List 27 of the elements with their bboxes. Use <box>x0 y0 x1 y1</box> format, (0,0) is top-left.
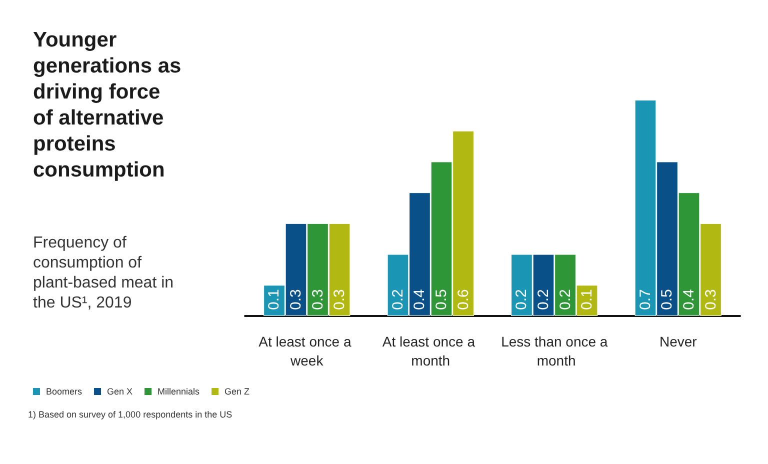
legend-label: Boomers <box>46 386 83 396</box>
chart-title: Younger generations as driving force of alternative proteins consumption <box>33 28 188 182</box>
legend-label: Millennials <box>158 386 200 396</box>
data-label: 0.4 <box>411 289 428 310</box>
x-tick-label: At least once a week <box>258 334 356 368</box>
data-label: 0.4 <box>680 289 698 310</box>
x-tick-label: At least once a month <box>382 334 479 368</box>
data-label: 0.5 <box>433 289 450 310</box>
legend-label: Gen X <box>107 386 133 396</box>
data-label: 0.2 <box>534 289 552 310</box>
data-label: 0.3 <box>331 289 348 310</box>
data-label: 0.3 <box>287 289 304 310</box>
data-label: 0.1 <box>266 289 283 310</box>
data-label: 0.2 <box>556 289 574 310</box>
data-label: 0.1 <box>578 289 596 310</box>
data-label: 0.6 <box>454 289 472 310</box>
text: Frequency of consumption of plant-based meat in the US¹, 2019 <box>33 234 178 312</box>
data-label: 0.2 <box>513 289 530 310</box>
data-label: 0.2 <box>389 289 406 310</box>
data-label: 0.3 <box>309 289 326 310</box>
data-label: 0.5 <box>658 289 676 310</box>
data-label: 0.3 <box>702 289 720 310</box>
x-tick-label: Less than once a month <box>501 334 608 368</box>
text: 1) Based on survey of 1,000 respondents in the US <box>28 410 232 420</box>
data-label: 0.7 <box>636 289 654 310</box>
legend-label: Gen Z <box>224 386 250 396</box>
x-tick-label: Never <box>659 334 698 350</box>
